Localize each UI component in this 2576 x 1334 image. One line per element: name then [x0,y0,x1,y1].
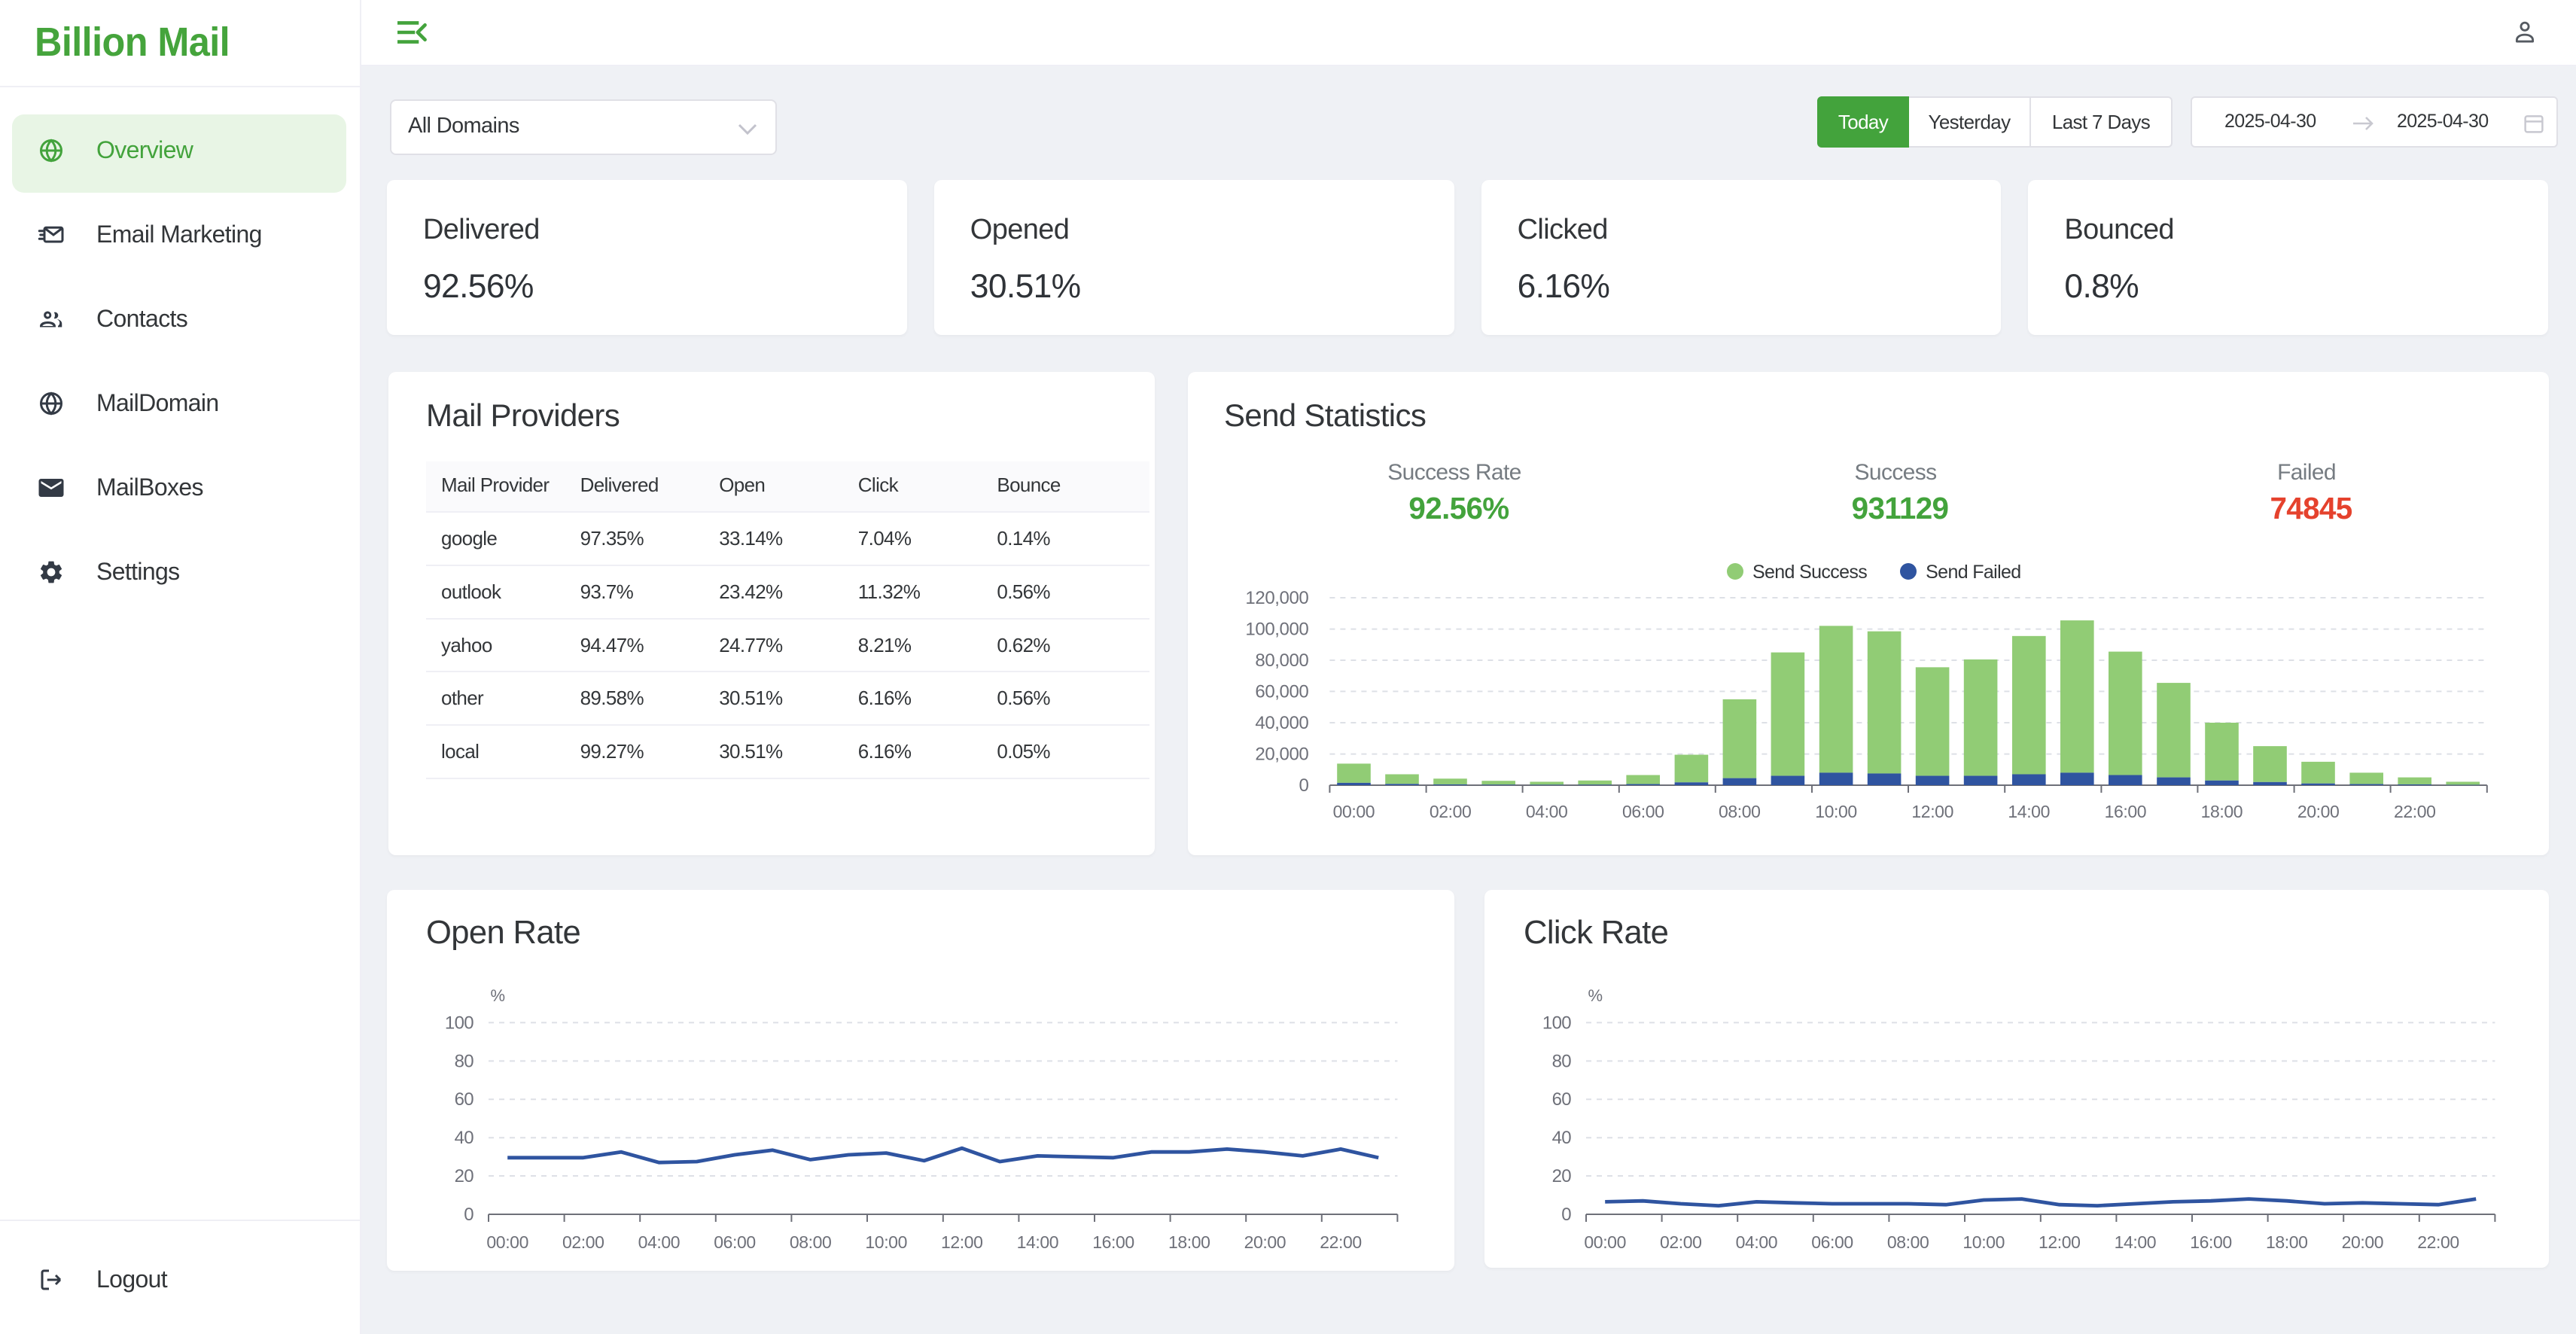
svg-text:12:00: 12:00 [2039,1232,2081,1252]
svg-text:00:00: 00:00 [1584,1232,1626,1252]
svg-text:04:00: 04:00 [638,1232,681,1252]
svg-text:80,000: 80,000 [1255,650,1308,671]
svg-text:14:00: 14:00 [2008,802,2050,821]
svg-text:20: 20 [1552,1166,1572,1186]
svg-text:22:00: 22:00 [2417,1232,2459,1252]
svg-text:10:00: 10:00 [865,1232,907,1252]
svg-text:60: 60 [1552,1089,1572,1110]
svg-text:16:00: 16:00 [1092,1232,1134,1252]
svg-text:14:00: 14:00 [2115,1232,2157,1252]
svg-text:00:00: 00:00 [486,1232,528,1252]
svg-text:16:00: 16:00 [2190,1232,2232,1252]
svg-text:08:00: 08:00 [1887,1232,1929,1252]
svg-text:02:00: 02:00 [1430,802,1472,821]
svg-text:60: 60 [455,1089,474,1110]
svg-text:0: 0 [1299,775,1308,796]
svg-text:120,000: 120,000 [1245,588,1308,608]
svg-text:04:00: 04:00 [1736,1232,1778,1252]
svg-text:0: 0 [464,1205,473,1225]
svg-text:20:00: 20:00 [2342,1232,2384,1252]
svg-text:20:00: 20:00 [1244,1232,1286,1252]
svg-text:100: 100 [1542,1013,1571,1033]
svg-text:12:00: 12:00 [941,1232,983,1252]
svg-text:0: 0 [1561,1205,1571,1225]
svg-text:60,000: 60,000 [1255,681,1308,702]
svg-text:06:00: 06:00 [1811,1232,1853,1252]
svg-text:10:00: 10:00 [1962,1232,2005,1252]
svg-text:06:00: 06:00 [714,1232,756,1252]
svg-text:06:00: 06:00 [1622,802,1664,821]
svg-text:16:00: 16:00 [2105,802,2147,821]
svg-text:%: % [1588,986,1603,1005]
svg-text:100,000: 100,000 [1245,620,1308,640]
svg-text:08:00: 08:00 [1719,802,1761,821]
svg-text:18:00: 18:00 [2266,1232,2308,1252]
svg-text:02:00: 02:00 [1660,1232,1702,1252]
svg-text:40: 40 [1552,1128,1572,1148]
svg-text:02:00: 02:00 [562,1232,604,1252]
svg-text:08:00: 08:00 [790,1232,832,1252]
svg-text:%: % [491,986,505,1005]
svg-text:04:00: 04:00 [1526,802,1568,821]
svg-text:10:00: 10:00 [1815,802,1857,821]
svg-text:80: 80 [1552,1051,1572,1071]
svg-text:20: 20 [455,1166,474,1186]
svg-text:22:00: 22:00 [1320,1232,1362,1252]
svg-text:12:00: 12:00 [1911,802,1953,821]
svg-text:18:00: 18:00 [1168,1232,1210,1252]
svg-text:22:00: 22:00 [2394,802,2436,821]
svg-text:18:00: 18:00 [2201,802,2243,821]
svg-text:00:00: 00:00 [1333,802,1375,821]
svg-text:40: 40 [455,1128,474,1148]
svg-text:20,000: 20,000 [1255,745,1308,765]
svg-text:40,000: 40,000 [1255,713,1308,733]
svg-text:80: 80 [455,1051,474,1071]
svg-text:100: 100 [445,1013,473,1033]
svg-text:14:00: 14:00 [1017,1232,1059,1252]
svg-text:20:00: 20:00 [2297,802,2340,821]
